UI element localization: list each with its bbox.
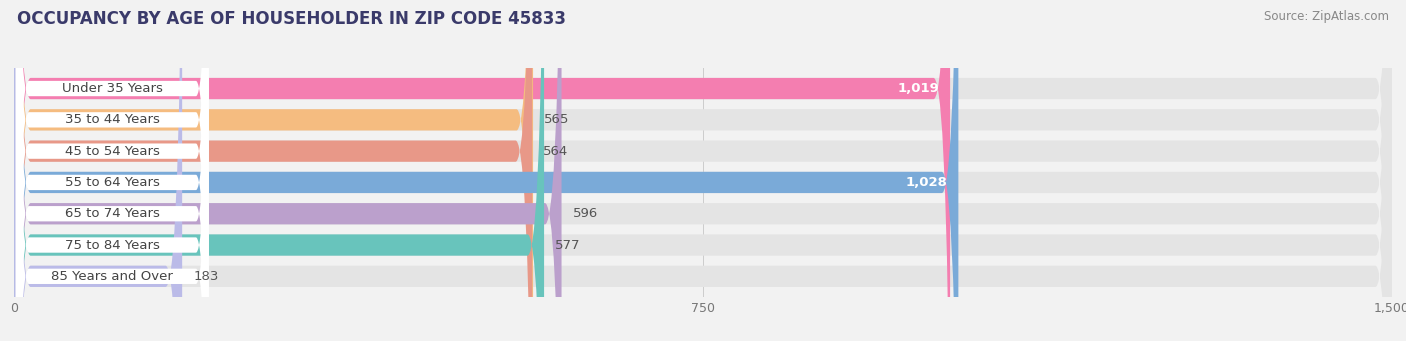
FancyBboxPatch shape [15, 0, 209, 341]
FancyBboxPatch shape [15, 0, 209, 341]
FancyBboxPatch shape [14, 0, 183, 341]
Text: 1,019: 1,019 [897, 82, 939, 95]
FancyBboxPatch shape [14, 0, 544, 341]
FancyBboxPatch shape [15, 0, 209, 341]
Text: 577: 577 [555, 239, 581, 252]
Text: 85 Years and Over: 85 Years and Over [52, 270, 173, 283]
Text: 45 to 54 Years: 45 to 54 Years [65, 145, 160, 158]
Text: 183: 183 [193, 270, 218, 283]
FancyBboxPatch shape [14, 0, 1392, 341]
FancyBboxPatch shape [14, 0, 531, 341]
FancyBboxPatch shape [14, 0, 1392, 341]
FancyBboxPatch shape [14, 0, 1392, 341]
FancyBboxPatch shape [14, 0, 1392, 341]
FancyBboxPatch shape [14, 0, 1392, 341]
FancyBboxPatch shape [15, 0, 209, 341]
FancyBboxPatch shape [14, 0, 533, 341]
Text: 565: 565 [544, 113, 569, 126]
Text: 596: 596 [572, 207, 598, 220]
Text: 55 to 64 Years: 55 to 64 Years [65, 176, 160, 189]
FancyBboxPatch shape [14, 0, 1392, 341]
Text: OCCUPANCY BY AGE OF HOUSEHOLDER IN ZIP CODE 45833: OCCUPANCY BY AGE OF HOUSEHOLDER IN ZIP C… [17, 10, 565, 28]
Text: 35 to 44 Years: 35 to 44 Years [65, 113, 160, 126]
FancyBboxPatch shape [14, 0, 1392, 341]
FancyBboxPatch shape [15, 0, 209, 341]
FancyBboxPatch shape [15, 0, 209, 341]
FancyBboxPatch shape [15, 0, 209, 341]
Text: 65 to 74 Years: 65 to 74 Years [65, 207, 160, 220]
Text: 564: 564 [543, 145, 568, 158]
Text: 1,028: 1,028 [905, 176, 948, 189]
Text: Under 35 Years: Under 35 Years [62, 82, 163, 95]
Text: 75 to 84 Years: 75 to 84 Years [65, 239, 160, 252]
FancyBboxPatch shape [14, 0, 561, 341]
FancyBboxPatch shape [14, 0, 950, 341]
FancyBboxPatch shape [14, 0, 959, 341]
Text: Source: ZipAtlas.com: Source: ZipAtlas.com [1264, 10, 1389, 23]
